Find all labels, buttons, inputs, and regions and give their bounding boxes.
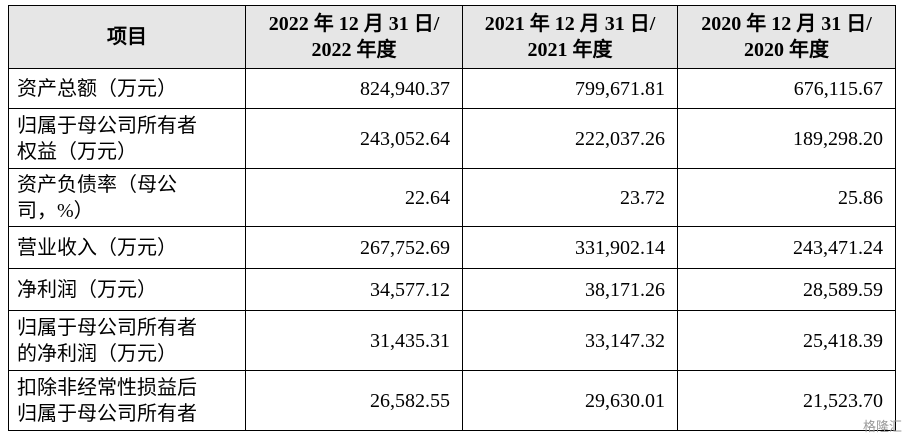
cell-line: 2020 年度 <box>744 39 829 61</box>
cell-value: 189,298.20 <box>677 108 896 169</box>
data-table: 项目 2022 年 12 月 31 日/2022 年度 2021 年 12 月 31… <box>8 5 896 431</box>
cell-value: 21,523.70 <box>677 370 896 431</box>
cell-line: 2020 年 12 月 31 日/ <box>701 13 872 35</box>
row-label: 净利润（万元） <box>8 268 246 311</box>
cell-value: 243,471.24 <box>677 226 896 269</box>
cell-line: 权益（万元） <box>17 140 137 163</box>
header-cell: 2020 年 12 月 31 日/2020 年度 <box>677 5 896 69</box>
row-label: 营业收入（万元） <box>8 226 246 269</box>
cell-value: 331,902.14 <box>462 226 678 269</box>
cell-line: 归属于母公司所有者 <box>17 316 197 339</box>
cell-line: 的净利润（万元） <box>17 342 177 365</box>
cell-line: 司，%） <box>17 199 94 222</box>
cell-line: 资产负债率（母公 <box>17 173 177 196</box>
cell-value: 29,630.01 <box>462 370 678 431</box>
table-row: 资产负债率（母公 司，%） 22.64 23.72 25.86 <box>8 168 896 227</box>
table-row: 归属于母公司所有者 的净利润（万元） 31,435.31 33,147.32 25,41… <box>8 310 896 371</box>
header-cell: 2022 年 12 月 31 日/2022 年度 <box>245 5 463 69</box>
row-label: 资产负债率（母公 司，%） <box>8 168 246 227</box>
cell-value: 26,582.55 <box>245 370 463 431</box>
cell-line: 归属于母公司所有者 <box>17 402 197 425</box>
cell-line: 营业收入（万元） <box>17 236 177 259</box>
cell-value: 25,418.39 <box>677 310 896 371</box>
cell-value: 824,940.37 <box>245 68 463 109</box>
cell-value: 38,171.26 <box>462 268 678 311</box>
cell-value: 33,147.32 <box>462 310 678 371</box>
cell-line: 2022 年 12 月 31 日/ <box>268 13 440 35</box>
table-row: 资产总额（万元） 824,940.37 799,671.81 676,115.67 <box>8 68 896 109</box>
cell-value: 25.86 <box>677 168 896 227</box>
cell-line: 2021 年 12 月 31 日/ <box>484 13 656 35</box>
cell-value: 243,052.64 <box>245 108 463 169</box>
row-label: 归属于母公司所有者 的净利润（万元） <box>8 310 246 371</box>
cell-line: 资产总额（万元） <box>17 77 177 100</box>
cell-line: 净利润（万元） <box>17 278 157 301</box>
watermark: 格隆汇 <box>862 420 902 435</box>
header-cell: 项目 <box>8 5 246 69</box>
cell-value: 31,435.31 <box>245 310 463 371</box>
cell-value: 28,589.59 <box>677 268 896 311</box>
cell-value: 676,115.67 <box>677 68 896 109</box>
table-row: 扣除非经常性损益后 归属于母公司所有者 26,582.55 29,630.01 21,5… <box>8 370 896 431</box>
cell-value: 22.64 <box>245 168 463 227</box>
cell-line: 归属于母公司所有者 <box>17 114 197 137</box>
table-row: 营业收入（万元） 267,752.69 331,902.14 243,471.24 <box>8 226 896 269</box>
cell-value: 222,037.26 <box>462 108 678 169</box>
cell-line: 2022 年度 <box>311 39 397 61</box>
table-row: 净利润（万元） 34,577.12 38,171.26 28,589.59 <box>8 268 896 311</box>
cell-value: 34,577.12 <box>245 268 463 311</box>
cell-line: 扣除非经常性损益后 <box>17 376 197 399</box>
table-row: 归属于母公司所有者 权益（万元） 243,052.64 222,037.26 189,2… <box>8 108 896 169</box>
row-label: 归属于母公司所有者 权益（万元） <box>8 108 246 169</box>
cell-value: 799,671.81 <box>462 68 678 109</box>
header-row: 项目 2022 年 12 月 31 日/2022 年度 2021 年 12 月 31… <box>8 5 896 69</box>
row-label: 资产总额（万元） <box>8 68 246 109</box>
row-label: 扣除非经常性损益后 归属于母公司所有者 <box>8 370 246 431</box>
cell-value: 267,752.69 <box>245 226 463 269</box>
cell-line: 2021 年度 <box>527 39 613 61</box>
cell-value: 23.72 <box>462 168 678 227</box>
header-cell: 2021 年 12 月 31 日/2021 年度 <box>462 5 678 69</box>
table-body: 资产总额（万元） 824,940.37 799,671.81 676,115.67 归属… <box>8 68 896 431</box>
